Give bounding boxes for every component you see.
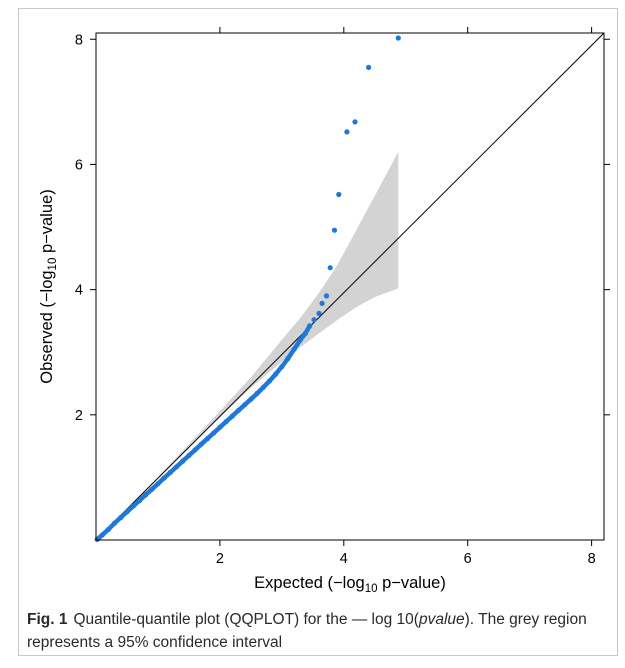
- data-point: [112, 520, 118, 526]
- data-point: [331, 227, 338, 233]
- y-axis-label-part-3: p−value): [38, 189, 56, 257]
- data-point: [248, 396, 254, 402]
- data-point: [198, 441, 204, 447]
- x-tick-label: 4: [340, 551, 348, 567]
- data-point: [155, 481, 161, 487]
- data-point: [229, 413, 235, 419]
- ticks-layer: 2 4 6 8 2 4 6 8: [75, 27, 610, 567]
- data-point: [161, 475, 167, 481]
- reference-line: [95, 32, 605, 541]
- data-point: [260, 384, 266, 390]
- caption-text-after: ). The grey region represents a 95% conf…: [27, 611, 587, 651]
- data-point: [323, 293, 330, 299]
- y-axis-label: Observed (−log10 p−value): [38, 189, 59, 383]
- data-point: [211, 430, 217, 436]
- data-point: [192, 447, 198, 453]
- data-point: [242, 402, 248, 408]
- data-point: [223, 419, 229, 425]
- data-point: [273, 371, 279, 377]
- y-tick-label: 6: [75, 157, 83, 173]
- data-point: [266, 378, 273, 384]
- data-point: [344, 129, 350, 135]
- y-axis-label-subscript: 10: [47, 258, 59, 271]
- data-point: [285, 355, 291, 362]
- data-point: [279, 364, 285, 370]
- data-point: [336, 191, 342, 198]
- data-point: [217, 424, 223, 430]
- data-point: [149, 486, 155, 492]
- reference-line-layer: [95, 32, 605, 541]
- data-point: [319, 300, 325, 306]
- points-layer: [94, 35, 401, 543]
- data-point: [94, 536, 100, 543]
- data-point: [302, 330, 308, 336]
- data-point: [235, 407, 242, 413]
- data-point: [327, 265, 333, 271]
- x-tick-label: 2: [216, 551, 224, 567]
- data-point: [105, 526, 111, 533]
- data-point: [307, 323, 313, 329]
- figure-caption: Fig. 1 Quantile-quantile plot (QQPLOT) fo…: [27, 608, 612, 654]
- y-tick-label: 2: [75, 408, 83, 424]
- x-axis-label-part-3: p−value): [377, 574, 445, 592]
- data-point: [254, 390, 260, 397]
- caption-text-italic: pvalue: [418, 611, 465, 628]
- x-tick-label: 6: [464, 551, 472, 567]
- data-point: [130, 503, 136, 509]
- data-point: [180, 458, 186, 464]
- data-point: [186, 452, 192, 459]
- data-point: [173, 464, 180, 470]
- caption-text-before: Quantile-quantile plot (QQPLOT) for the …: [73, 611, 419, 628]
- x-axis-label-subscript: 10: [365, 583, 378, 595]
- data-point: [395, 35, 401, 41]
- data-point: [124, 509, 130, 515]
- data-point: [118, 514, 124, 521]
- x-axis-label-part-1: Expected (−log: [254, 574, 365, 592]
- confidence-band-layer: [96, 151, 399, 540]
- figure-label: Fig. 1: [27, 611, 68, 628]
- data-point: [297, 337, 303, 343]
- y-tick-label: 8: [75, 32, 83, 48]
- data-point: [167, 469, 173, 475]
- y-tick-label: 4: [75, 283, 83, 299]
- confidence-band: [96, 151, 399, 540]
- data-point: [99, 532, 105, 538]
- data-point: [366, 64, 372, 70]
- y-axis-label-part-1: Observed (−log: [38, 270, 56, 383]
- plot-area-border: [95, 32, 605, 541]
- data-point: [352, 119, 358, 125]
- data-point: [316, 310, 322, 316]
- data-point: [311, 317, 317, 323]
- x-axis-label: Expected (−log10 p−value): [254, 574, 446, 595]
- data-point: [204, 436, 211, 442]
- data-point: [291, 346, 297, 352]
- data-point: [143, 492, 149, 498]
- data-point: [136, 498, 142, 504]
- x-tick-label: 8: [588, 551, 596, 567]
